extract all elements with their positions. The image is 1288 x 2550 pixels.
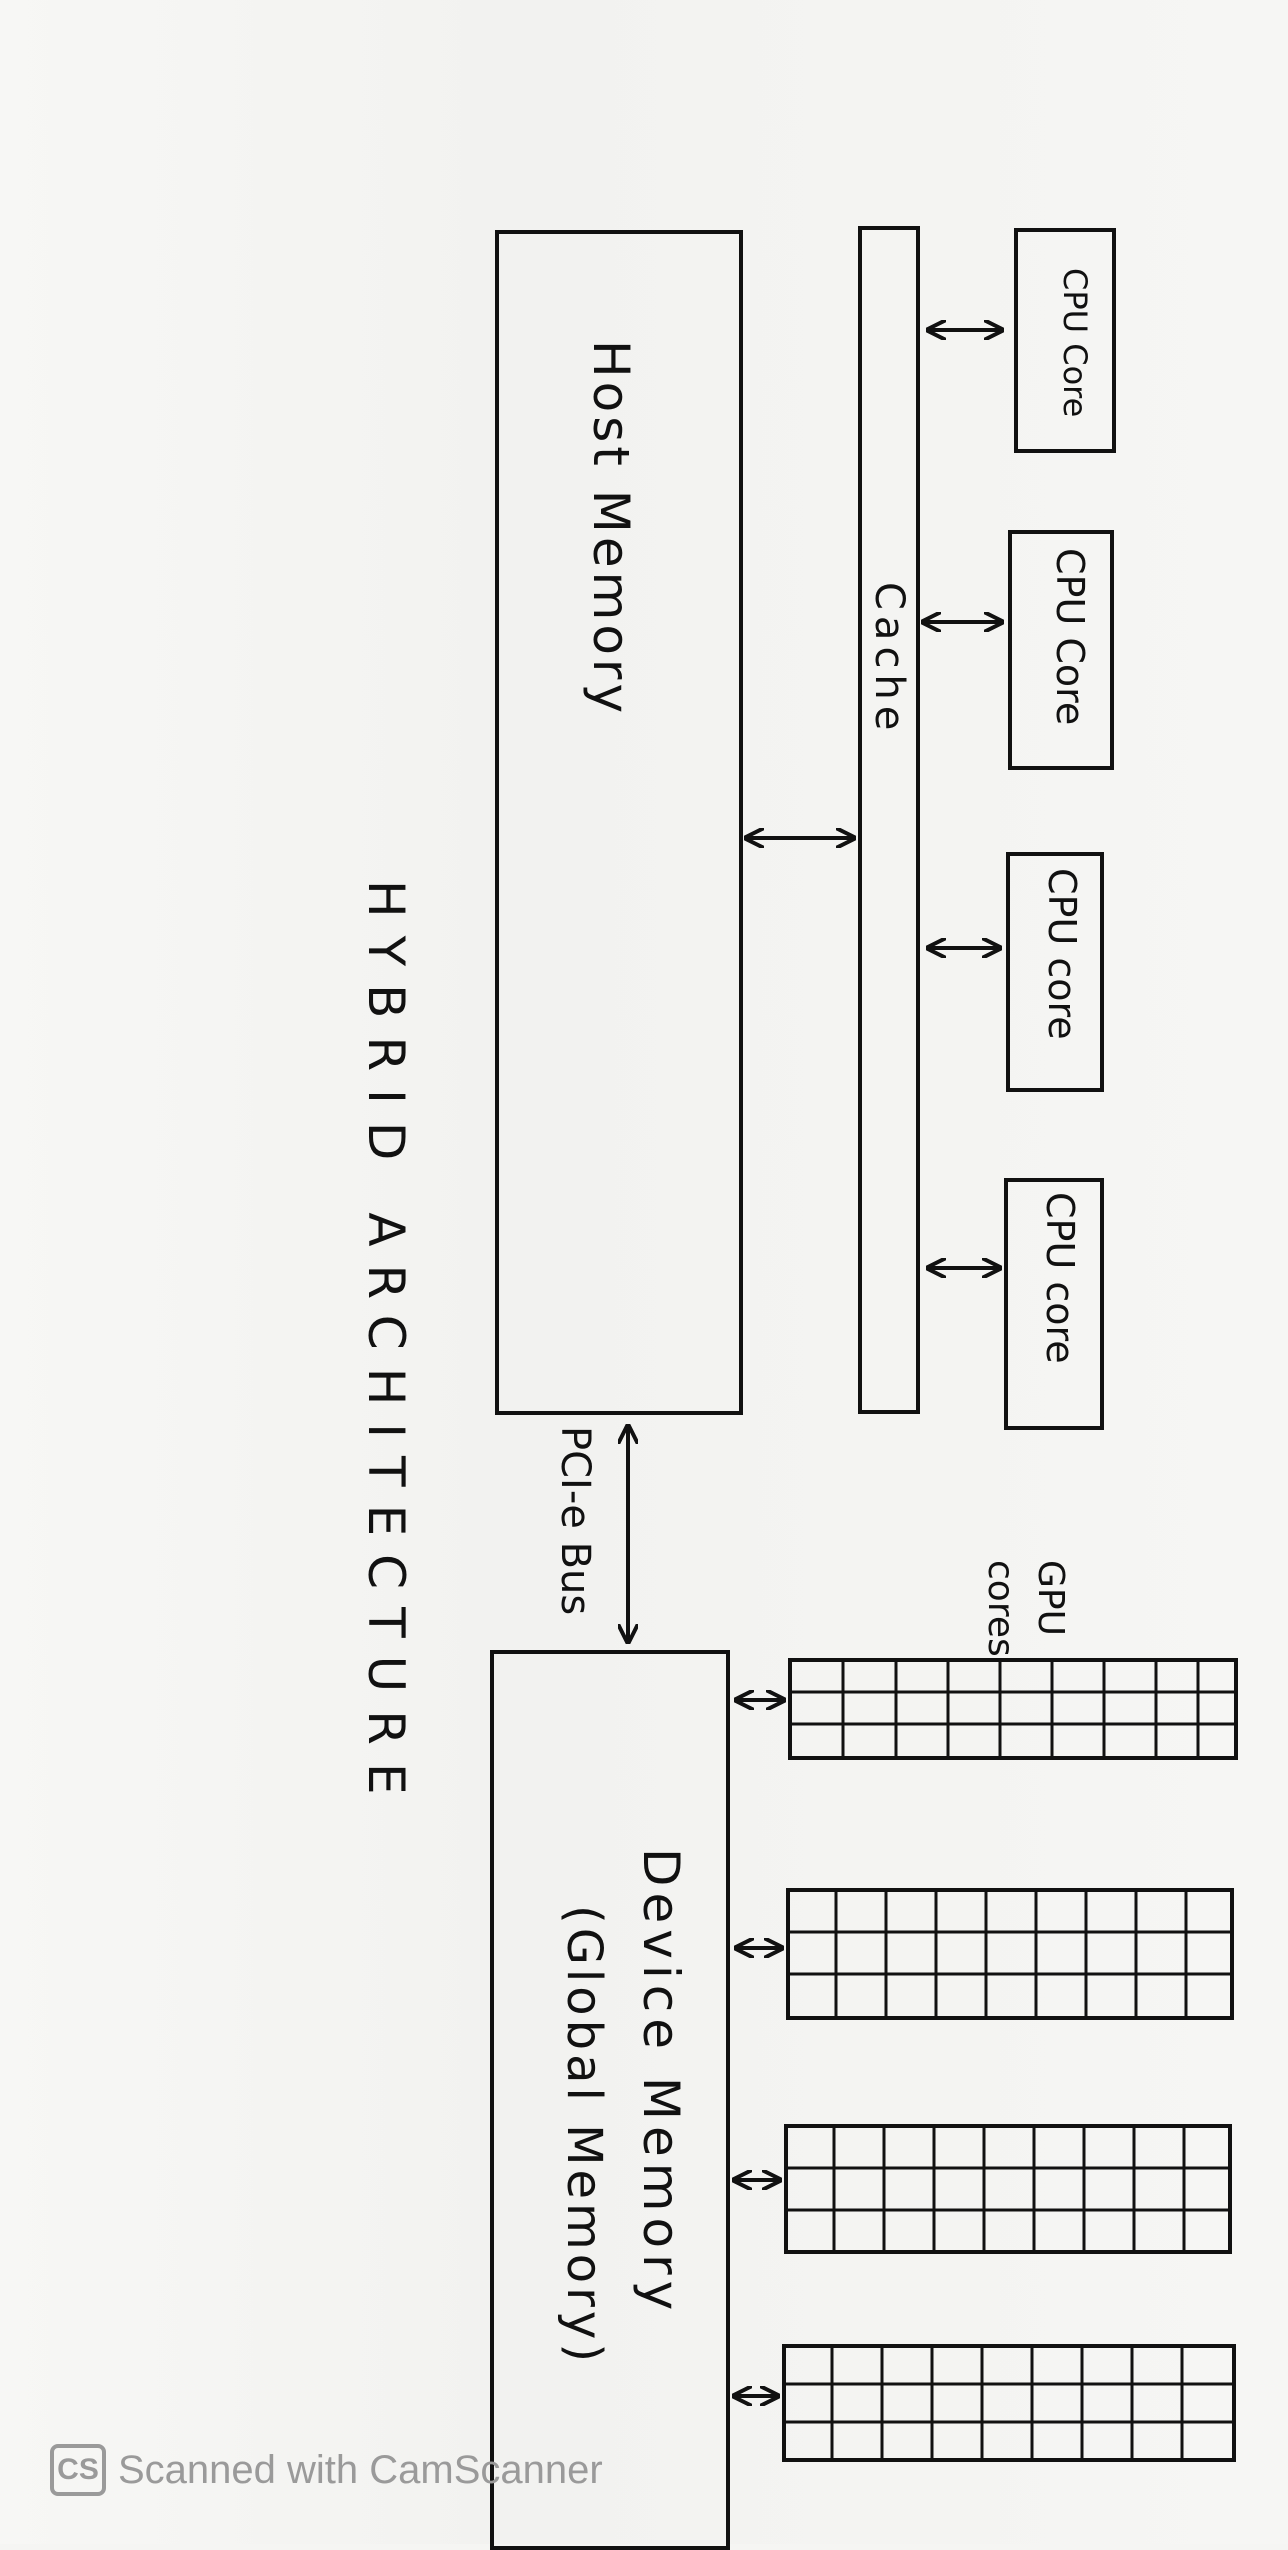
gpu-core-grid (782, 2344, 1236, 2462)
host-memory-box (495, 230, 743, 1415)
gpu-core-grid (788, 1658, 1238, 1760)
cache-bar (858, 226, 920, 1414)
cpu-core-box (1006, 852, 1104, 1092)
camscanner-text: Scanned with CamScanner (118, 2447, 603, 2492)
cpu-core-box (1004, 1178, 1104, 1430)
cpu-core-box (1008, 530, 1114, 770)
gpu-core-grid (786, 1888, 1234, 2020)
cpu-core-box (1014, 228, 1116, 453)
gpu-core-grid (784, 2124, 1232, 2254)
camscanner-logo-icon: CS (50, 2444, 106, 2496)
camscanner-watermark: CS Scanned with CamScanner (50, 2440, 603, 2500)
